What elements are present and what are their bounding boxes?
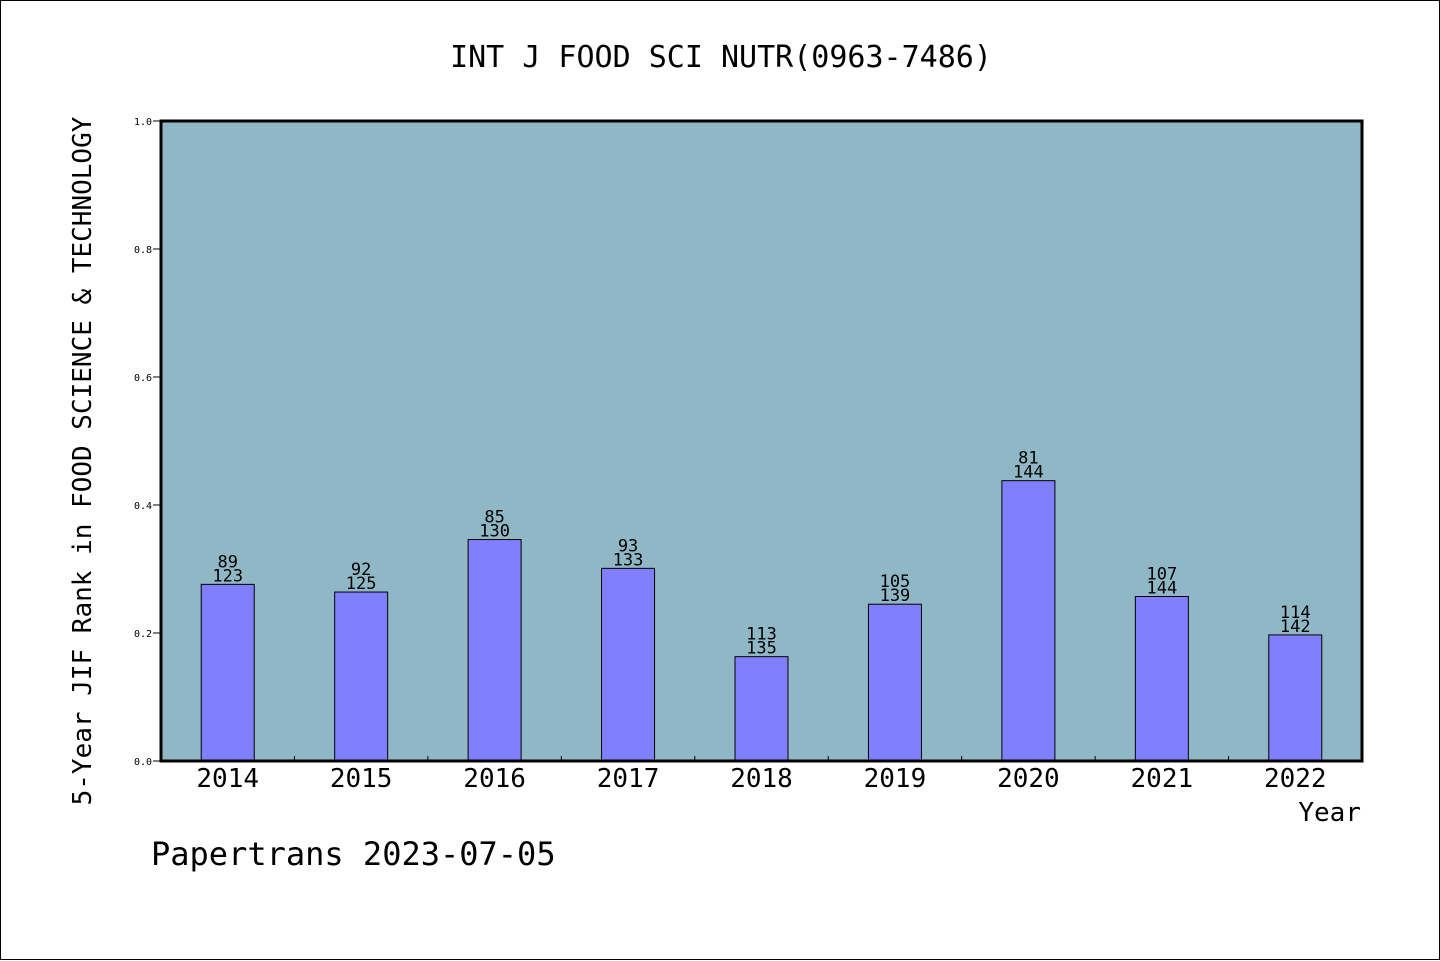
bar [334, 591, 389, 762]
bar-label-total: 144 [1146, 579, 1177, 599]
x-tick-label: 2016 [463, 764, 526, 794]
y-tick-label: 0.0 [134, 757, 152, 768]
x-tick-label: 2015 [330, 764, 393, 794]
bar [200, 583, 255, 762]
bar-label-rank: 85 [484, 508, 504, 528]
x-tick-label: 2019 [864, 764, 927, 794]
bar-label-rank: 105 [880, 572, 911, 592]
y-tick-label: 0.2 [134, 629, 152, 640]
bar-label-total: 142 [1280, 617, 1311, 637]
bar [1134, 596, 1189, 762]
bar-label-rank: 89 [217, 552, 237, 572]
y-tick-label: 0.8 [134, 245, 152, 256]
bar-label-rank: 93 [618, 536, 638, 556]
bar-label-total: 139 [880, 586, 911, 606]
x-tick-label: 2014 [196, 764, 259, 794]
y-tick-label: 0.4 [134, 501, 152, 512]
x-tick-label: 2022 [1264, 764, 1327, 794]
bars [200, 480, 1323, 762]
bar-label-rank: 113 [746, 625, 777, 645]
x-tick-label: 2020 [997, 764, 1060, 794]
bar-label-rank: 114 [1280, 603, 1311, 623]
x-tick-label: 2018 [730, 764, 793, 794]
chart-title: INT J FOOD SCI NUTR(0963-7486) [450, 40, 992, 75]
y-tick-label: 0.6 [134, 373, 152, 384]
bar [467, 539, 522, 762]
bar-label-total: 130 [479, 522, 510, 542]
bar-label-total: 123 [212, 566, 243, 586]
bar-label-total: 135 [746, 639, 777, 659]
x-axis-label: Year [1298, 798, 1361, 828]
bar-label-total: 133 [613, 550, 644, 570]
y-tick-label: 1.0 [134, 117, 152, 128]
x-axis: 2014 2015 2016 2017 2018 2019 2020 2021 2022 [196, 756, 1327, 794]
bar-label-rank: 107 [1146, 565, 1177, 585]
bar [601, 567, 656, 762]
x-tick-label: 2021 [1131, 764, 1194, 794]
bar-label-rank: 81 [1018, 449, 1038, 469]
x-tick-label: 2017 [597, 764, 660, 794]
footer-source-date: Papertrans 2023-07-05 [151, 835, 556, 873]
bar-label-rank: 92 [351, 560, 371, 580]
bar [1001, 480, 1056, 762]
y-axis: 0.0 0.2 0.4 0.6 0.8 1.0 [134, 117, 161, 768]
bar-label-total: 125 [346, 574, 377, 594]
y-axis-label: 5-Year JIF Rank in FOOD SCIENCE & TECHNO… [68, 116, 98, 805]
bar [1268, 634, 1323, 762]
bar [867, 603, 922, 762]
bar [734, 656, 789, 762]
plot-border [159, 119, 1364, 763]
bar-label-total: 144 [1013, 463, 1044, 483]
